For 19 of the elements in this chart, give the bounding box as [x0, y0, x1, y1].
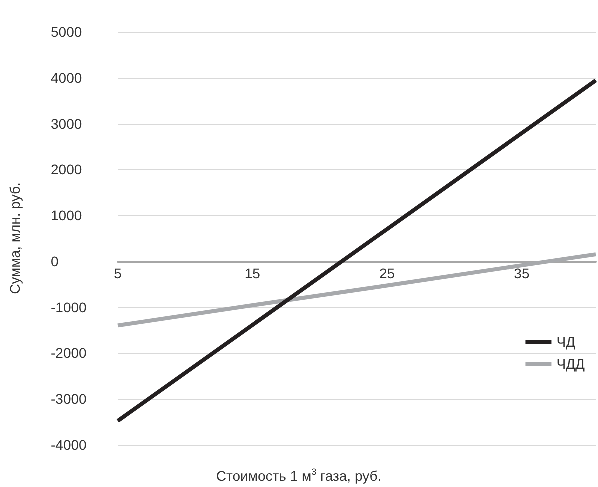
x-tick-label: 35 [514, 265, 530, 282]
y-tick-label: 5000 [51, 24, 82, 40]
y-tick-label: 4000 [51, 70, 82, 86]
y-tick-label: -1000 [51, 299, 88, 316]
y-tick-label: 3000 [51, 116, 82, 132]
y-tick-label: 1000 [51, 208, 82, 224]
legend-label: ЧД [556, 334, 576, 350]
x-tick-label: 25 [380, 265, 396, 282]
y-axis-title: Сумма, млн. руб. [7, 182, 23, 294]
y-tick-label: -4000 [51, 437, 88, 453]
y-tick-label: -2000 [51, 345, 88, 362]
x-tick-label: 15 [244, 265, 261, 282]
y-tick-label: 0 [51, 253, 59, 270]
line-series [116, 78, 598, 424]
legend-label: ЧДД [556, 356, 586, 372]
x-tick-label: 5 [114, 265, 122, 282]
y-tick-label: 2000 [51, 162, 82, 178]
y-tick-label: -3000 [51, 391, 88, 408]
line-series [116, 252, 598, 328]
